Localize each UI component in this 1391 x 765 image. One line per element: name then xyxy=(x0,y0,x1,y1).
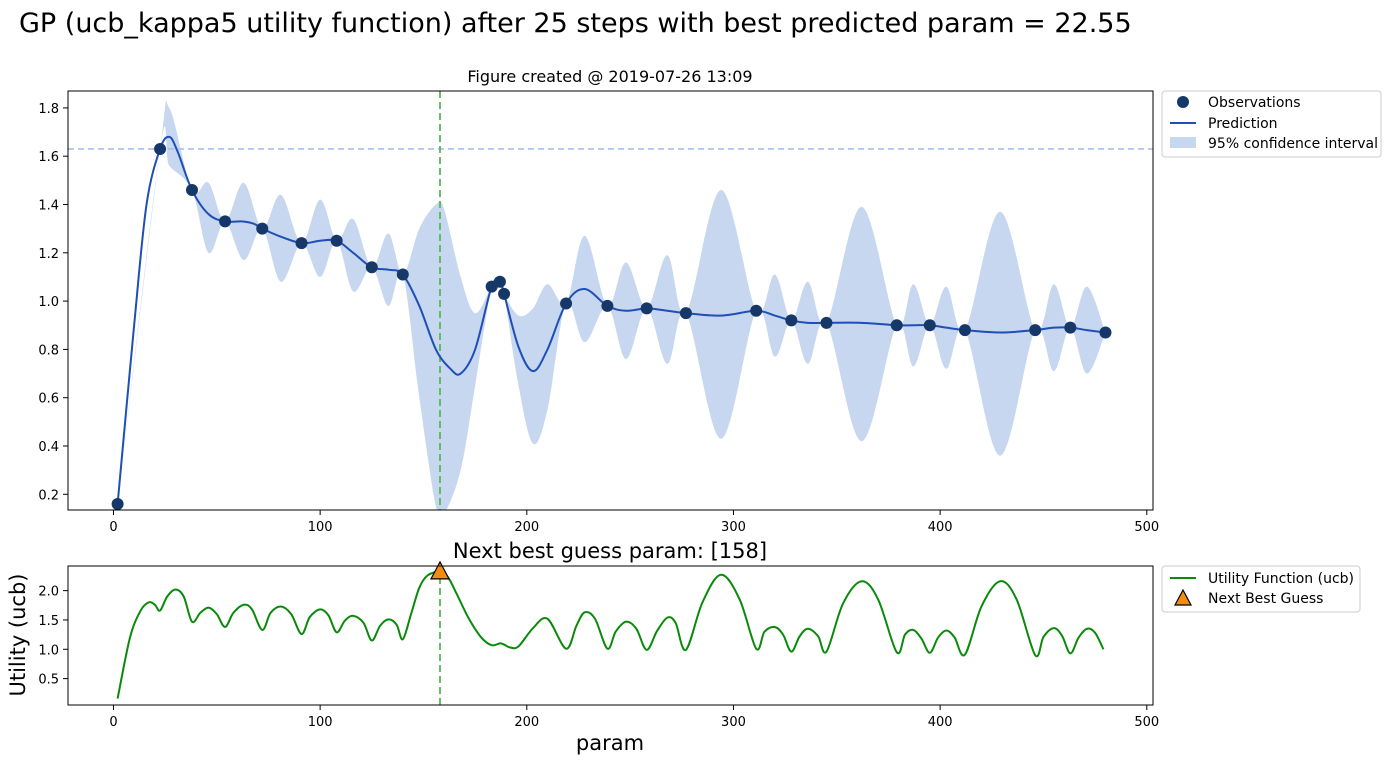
observation-point xyxy=(365,261,378,274)
next-best-guess-marker xyxy=(430,560,450,580)
top-x-tick-label: 300 xyxy=(721,520,746,535)
bottom-y-tick-label: 1.0 xyxy=(38,643,59,658)
observation-point xyxy=(958,324,971,337)
observation-point xyxy=(219,215,232,228)
bottom-y-label: Utility (ucb) xyxy=(6,573,30,696)
legend-confidence-label: 95% confidence interval xyxy=(1208,136,1378,152)
figure-suptitle: GP (ucb_kappa5 utility function) after 2… xyxy=(19,8,1132,39)
observation-points xyxy=(111,142,1112,510)
observation-point xyxy=(679,307,692,320)
observation-point xyxy=(923,319,936,332)
bottom-x-label: param xyxy=(576,731,644,755)
utility-chart: Next best guess param: [158] 0 100 200 300 4… xyxy=(6,539,1159,755)
observation-point xyxy=(601,299,614,312)
observation-point xyxy=(256,222,269,235)
top-y-tick-label: 0.6 xyxy=(38,392,59,407)
legend-next-guess-marker xyxy=(1174,588,1192,606)
observation-point xyxy=(560,297,573,310)
top-y-tick-label: 1.2 xyxy=(38,247,59,262)
top-x-tick-label: 100 xyxy=(308,520,333,535)
top-y-tick-label: 0.4 xyxy=(38,440,59,455)
observation-point xyxy=(396,268,409,281)
observation-point xyxy=(785,314,798,327)
top-y-tick-label: 0.8 xyxy=(38,343,59,358)
observation-point xyxy=(186,184,198,197)
observation-point xyxy=(1064,321,1077,334)
observation-point xyxy=(750,304,763,317)
utility-line xyxy=(116,570,1105,699)
observation-point xyxy=(295,237,308,250)
bottom-x-tick-label: 500 xyxy=(1134,715,1159,730)
top-y-axis: 0.2 0.4 0.6 0.8 1.0 1.2 1.4 1.6 1.8 xyxy=(38,102,68,503)
observation-point xyxy=(640,302,653,315)
bottom-x-tick-label: 300 xyxy=(721,715,746,730)
observation-point xyxy=(1099,326,1112,339)
top-axes-frame xyxy=(67,90,1154,511)
legend-next-guess-label: Next Best Guess xyxy=(1208,591,1323,607)
top-chart-title: Figure created @ 2019-07-26 13:09 xyxy=(467,67,752,86)
legend-observation-marker xyxy=(1177,96,1189,108)
top-y-tick-label: 1.0 xyxy=(38,295,59,310)
bottom-y-tick-label: 1.5 xyxy=(38,614,59,629)
top-x-tick-label: 500 xyxy=(1134,520,1159,535)
bottom-y-tick-label: 0.5 xyxy=(38,673,59,688)
observation-point xyxy=(1029,324,1042,337)
top-x-tick-label: 200 xyxy=(514,520,539,535)
bottom-x-tick-label: 100 xyxy=(308,715,333,730)
legend-prediction-label: Prediction xyxy=(1208,116,1278,132)
top-y-tick-label: 1.6 xyxy=(38,150,59,165)
bottom-y-axis: 0.5 1.0 1.5 2.0 xyxy=(38,585,68,688)
prediction-line xyxy=(116,135,1106,505)
observation-point xyxy=(493,275,506,288)
legend-observations-label: Observations xyxy=(1208,95,1301,111)
top-x-tick-label: 0 xyxy=(109,520,117,535)
top-legend: Observations Prediction 95% confidence i… xyxy=(1161,90,1382,158)
observation-point xyxy=(498,287,511,300)
gp-prediction-chart: Figure created @ 2019-07-26 13:09 0 100 20… xyxy=(38,67,1159,535)
top-x-tick-label: 400 xyxy=(928,520,953,535)
observation-point xyxy=(820,316,833,329)
top-y-tick-label: 0.2 xyxy=(38,488,59,503)
legend-confidence-patch xyxy=(1170,137,1196,148)
bottom-chart-title: Next best guess param: [158] xyxy=(453,539,767,563)
bottom-x-tick-label: 200 xyxy=(514,715,539,730)
bottom-y-tick-label: 2.0 xyxy=(38,585,59,600)
bottom-x-axis: 0 100 200 300 400 500 xyxy=(109,705,1159,730)
observation-point xyxy=(111,497,124,510)
top-legend-frame xyxy=(1161,90,1382,158)
top-y-tick-label: 1.4 xyxy=(38,199,59,214)
observation-point xyxy=(154,142,167,155)
observation-point xyxy=(330,234,343,247)
observation-point xyxy=(890,319,903,332)
bottom-x-tick-label: 0 xyxy=(109,715,117,730)
bottom-legend-frame xyxy=(1161,565,1361,613)
legend-utility-label: Utility Function (ucb) xyxy=(1208,571,1354,587)
bottom-legend: Utility Function (ucb) Next Best Guess xyxy=(1161,565,1361,613)
bottom-x-tick-label: 400 xyxy=(928,715,953,730)
bottom-axes-frame xyxy=(67,565,1154,706)
top-x-axis: 0 100 200 300 400 500 xyxy=(109,510,1159,535)
top-y-tick-label: 1.8 xyxy=(38,102,59,117)
